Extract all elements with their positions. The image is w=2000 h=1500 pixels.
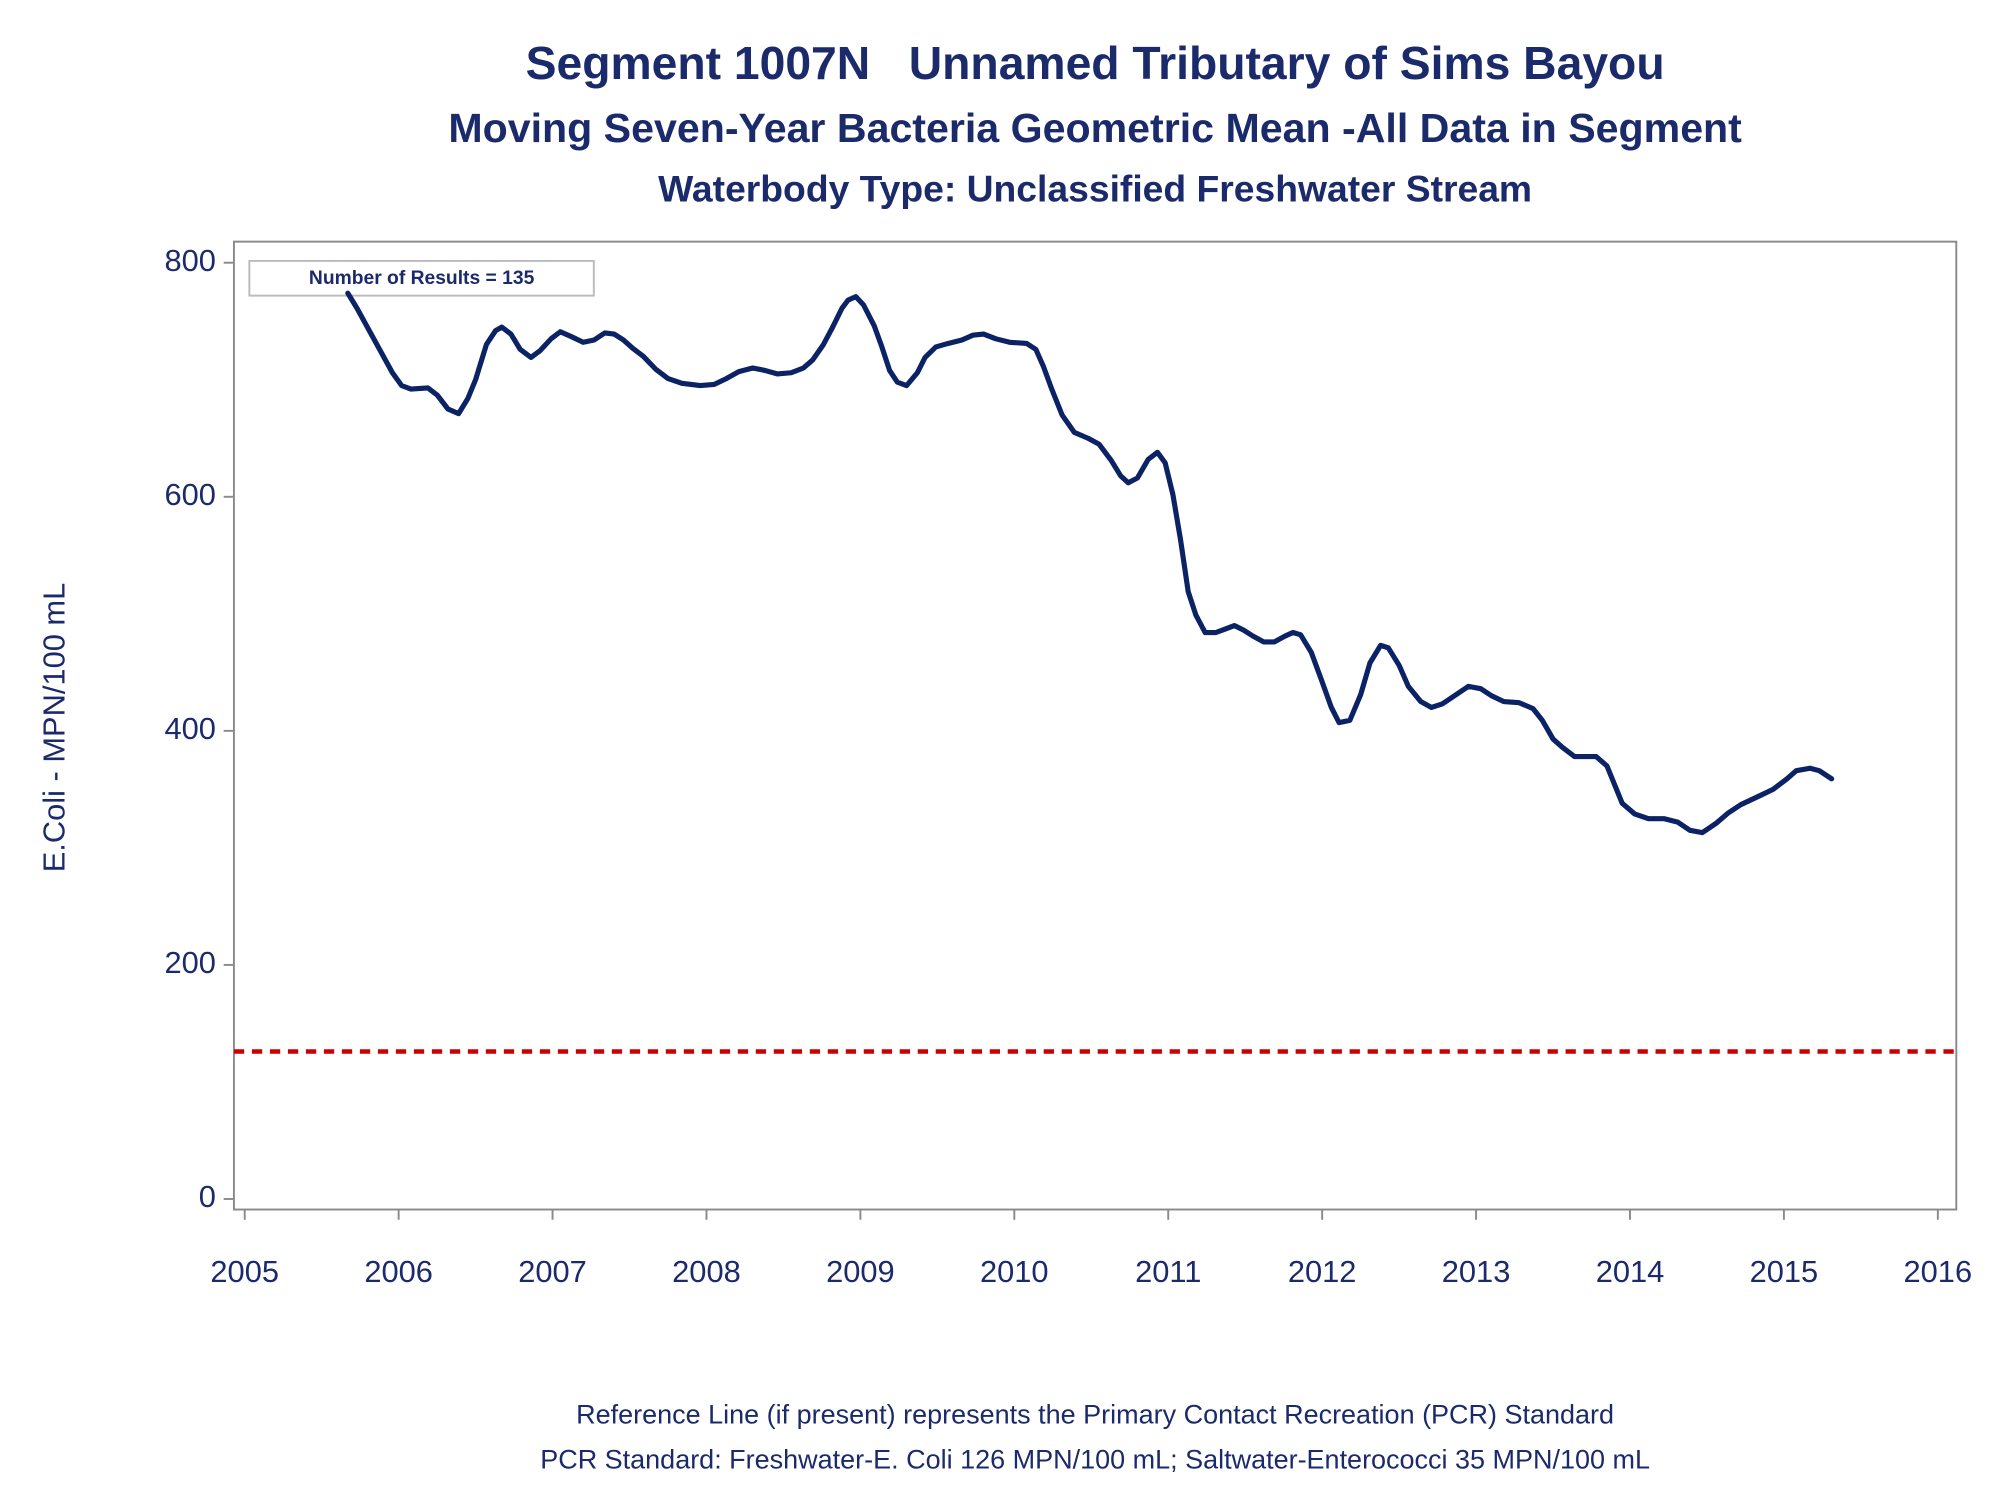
footnote: PCR Standard: Freshwater-E. Coli 126 MPN… bbox=[540, 1445, 1650, 1475]
x-tick-label: 2006 bbox=[364, 1254, 433, 1289]
x-tick-label: 2011 bbox=[1135, 1254, 1201, 1289]
annotation-box bbox=[248, 259, 595, 297]
x-tick-label: 2015 bbox=[1750, 1254, 1819, 1289]
plot-frame bbox=[232, 240, 1958, 1211]
x-tick-label: 2010 bbox=[980, 1254, 1049, 1289]
chart-subtitle: Waterbody Type: Unclassified Freshwater … bbox=[658, 167, 1532, 209]
y-tick-label: 0 bbox=[199, 1179, 216, 1214]
x-tick-label: 2012 bbox=[1288, 1254, 1357, 1289]
x-tick-label: 2005 bbox=[210, 1254, 279, 1289]
x-tick-label: 2009 bbox=[826, 1254, 895, 1289]
chart-title: Segment 1007N Unnamed Tributary of Sims … bbox=[526, 37, 1665, 89]
y-tick-label: 600 bbox=[165, 477, 216, 512]
x-tick-label: 2013 bbox=[1442, 1254, 1511, 1289]
data-line bbox=[345, 290, 1835, 836]
y-tick-label: 800 bbox=[165, 243, 216, 278]
x-tick-label: 2014 bbox=[1596, 1254, 1665, 1289]
chart-subtitle: Moving Seven-Year Bacteria Geometric Mea… bbox=[448, 105, 1742, 151]
y-axis-label: E.Coli - MPN/100 mL bbox=[37, 583, 72, 873]
x-tick-label: 2008 bbox=[672, 1254, 741, 1289]
x-tick-label: 2007 bbox=[518, 1254, 587, 1289]
annotation: Number of Results = 135 bbox=[309, 268, 535, 289]
x-tick-label: 2016 bbox=[1904, 1254, 1973, 1289]
footnote: Reference Line (if present) represents t… bbox=[576, 1400, 1614, 1430]
y-tick-label: 200 bbox=[165, 945, 216, 980]
y-tick-label: 400 bbox=[165, 711, 216, 746]
